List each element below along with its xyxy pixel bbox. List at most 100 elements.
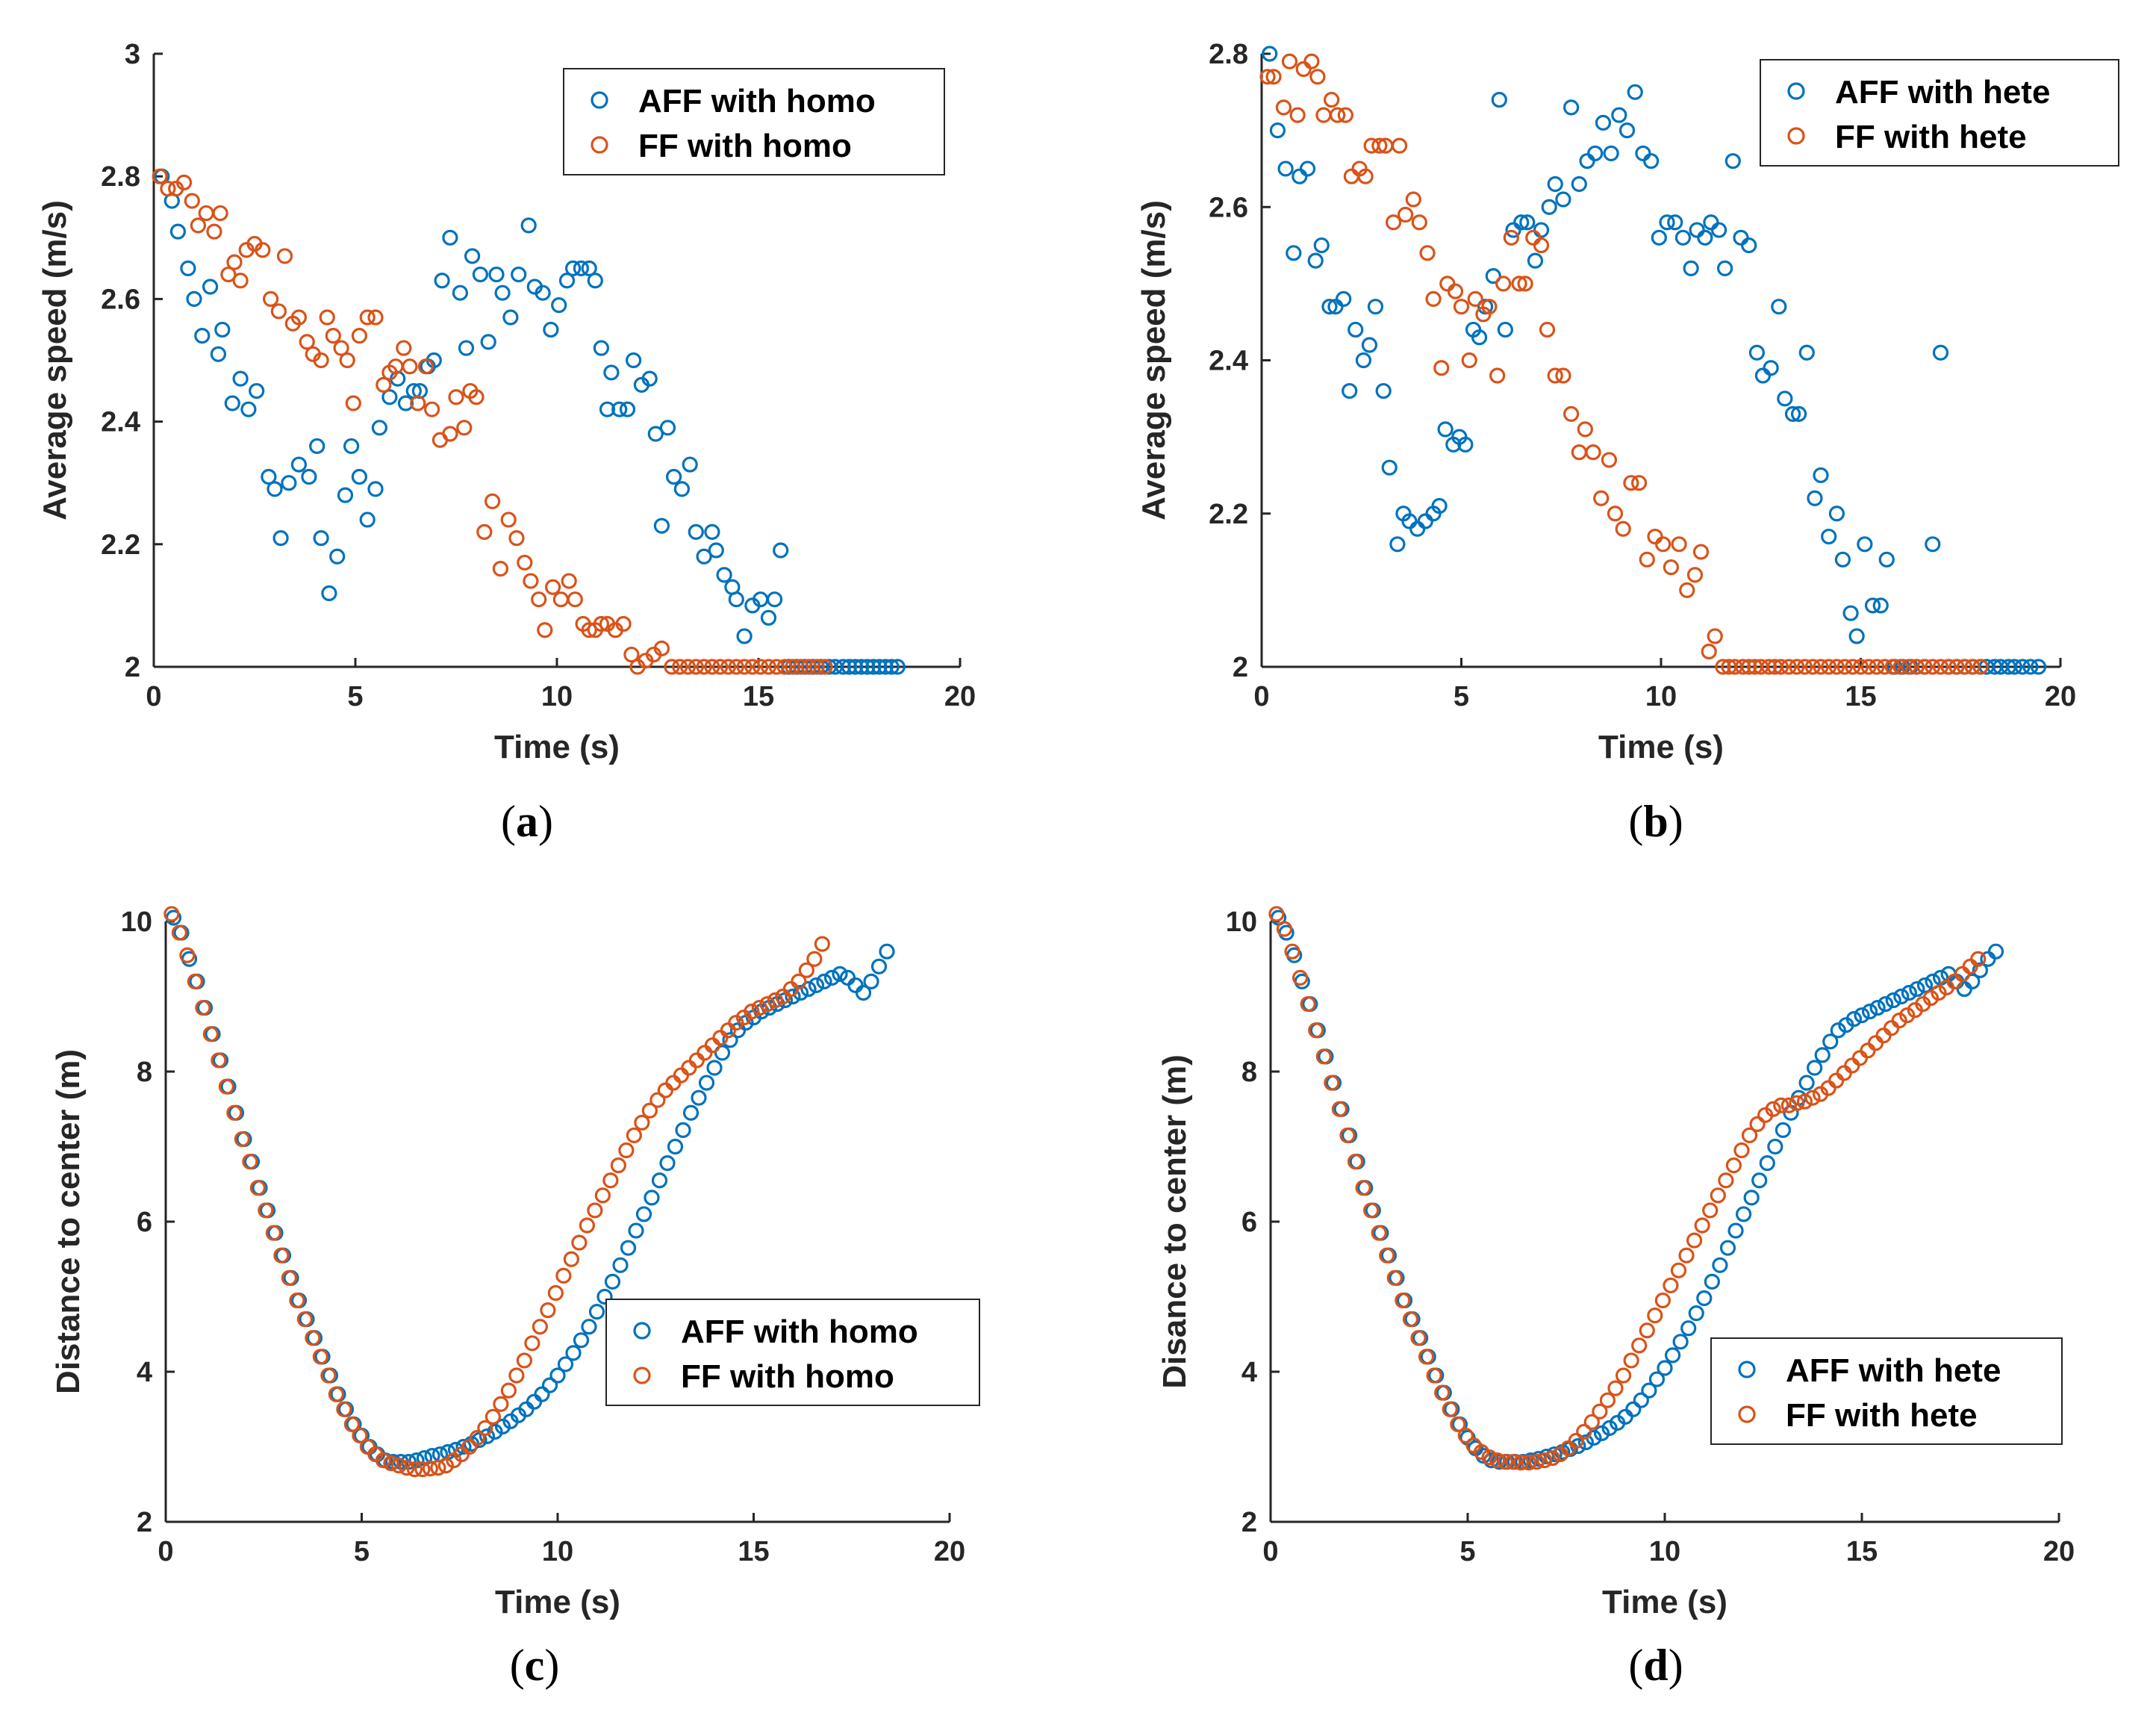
data-point (461, 1438, 478, 1455)
data-point (759, 995, 776, 1013)
data-point (220, 266, 237, 283)
data-point (1355, 1180, 1371, 1196)
data-point (508, 529, 525, 547)
data-point (1916, 659, 1933, 675)
data-point (1639, 1322, 1655, 1339)
data-point (1899, 1007, 1916, 1024)
data-point (281, 475, 297, 491)
data-point (242, 1153, 258, 1170)
data-point (1864, 597, 1881, 614)
x-axis-label: Time (s) (495, 1584, 620, 1620)
chart-panel-c: 0 5 10 15 20 2 4 6 8 10 Time (s) Distance to center… (50, 906, 980, 1620)
data-point (785, 659, 801, 675)
data-point (1471, 329, 1488, 346)
data-point (1893, 988, 1910, 1005)
panel-caption: (c) (510, 1641, 560, 1690)
legend: AFF with homo FF with homo (563, 68, 945, 175)
x-tick-label: 0 (1262, 1536, 1278, 1567)
data-point (581, 1319, 597, 1335)
data-point (1647, 1308, 1663, 1324)
data-point (531, 591, 547, 608)
data-point (488, 266, 505, 283)
data-point (634, 1114, 650, 1131)
x-tick-label: 5 (1454, 681, 1469, 712)
data-point (1775, 1122, 1791, 1138)
data-point (603, 364, 620, 381)
x-tick-label: 5 (347, 681, 363, 712)
data-point (1814, 1047, 1831, 1063)
data-point (1701, 643, 1717, 660)
data-point (596, 1288, 613, 1305)
data-point (641, 1102, 658, 1119)
data-point (1437, 421, 1454, 438)
data-point (1577, 1434, 1594, 1451)
caption-open-paren: ( (1628, 1641, 1643, 1690)
data-point (1410, 1330, 1427, 1346)
y-axis-label: Distance to center (m) (50, 1049, 87, 1394)
data-point (1790, 405, 1807, 422)
data-point (1259, 69, 1276, 85)
data-point (1299, 161, 1316, 177)
data-point (430, 1460, 446, 1476)
data-point (1419, 245, 1436, 261)
legend-entry: AFF with homo (681, 1313, 918, 1350)
data-point (767, 992, 783, 1009)
data-point (152, 168, 168, 184)
data-point (889, 659, 906, 675)
y-tick-label: 2.2 (101, 529, 140, 561)
data-point (879, 943, 895, 960)
data-point (863, 973, 879, 990)
data-point (1869, 659, 1885, 675)
legend-marker (591, 136, 608, 154)
data-point (1625, 1401, 1642, 1417)
series-2-markers (1259, 53, 1989, 675)
data-point (610, 1157, 626, 1174)
data-point (171, 924, 187, 941)
data-point (321, 585, 337, 602)
data-point (1657, 1360, 1673, 1376)
y-tick-label: 2 (1233, 652, 1248, 683)
y-axis-label: Average speed (m/s) (1135, 200, 1172, 520)
y-tick-label: 2.6 (101, 284, 140, 315)
data-point (581, 622, 597, 638)
data-point (1654, 1292, 1671, 1309)
data-point (1741, 659, 1757, 675)
data-point (679, 659, 697, 675)
data-point (555, 1267, 572, 1284)
data-point (1431, 497, 1448, 514)
data-point (351, 468, 367, 485)
data-point (1505, 1453, 1521, 1470)
data-point (1670, 1262, 1687, 1278)
data-point (1450, 1416, 1466, 1432)
data-point (2014, 659, 2031, 675)
data-point (319, 309, 335, 326)
x-tick-label: 10 (1649, 1536, 1680, 1567)
data-point (1804, 1089, 1821, 1106)
data-point (381, 389, 398, 405)
x-tick-label: 0 (158, 1536, 173, 1567)
data-point (604, 1273, 621, 1290)
x-tick-label: 0 (146, 681, 161, 712)
data-point (1627, 84, 1643, 100)
data-point (541, 1377, 558, 1393)
data-point (1289, 107, 1306, 123)
data-point (1513, 214, 1530, 231)
data-point (1402, 1311, 1419, 1328)
data-point (1822, 1033, 1839, 1050)
caption-open-paren: ( (1628, 797, 1643, 846)
data-point (479, 1428, 496, 1445)
data-point (299, 334, 315, 350)
data-point (437, 1458, 454, 1474)
data-point (653, 517, 670, 534)
data-point (1760, 659, 1778, 675)
data-point (870, 958, 888, 974)
data-point (212, 205, 228, 222)
data-point (1313, 237, 1330, 254)
data-point (1667, 214, 1683, 231)
x-tick-label: 5 (354, 1536, 370, 1567)
data-point (561, 573, 577, 589)
data-point (682, 456, 698, 473)
data-point (816, 973, 832, 990)
data-point (760, 659, 777, 675)
data-point (1872, 597, 1889, 614)
